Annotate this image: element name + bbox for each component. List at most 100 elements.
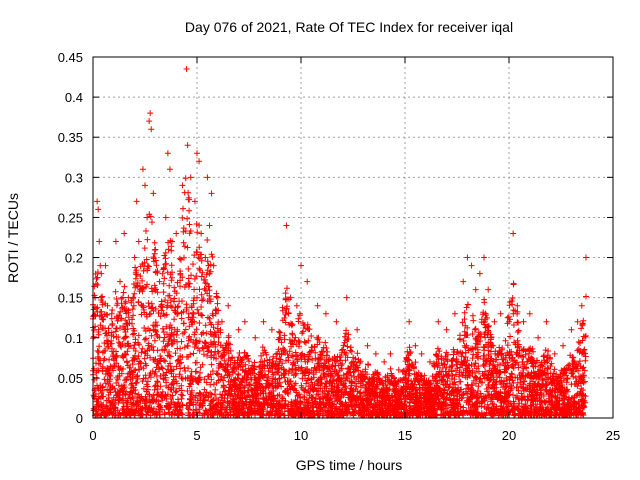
data-point [506, 318, 512, 325]
data-point [551, 350, 558, 357]
chart-title: Day 076 of 2021, Rate Of TEC Index for r… [185, 19, 513, 35]
data-point [204, 174, 211, 181]
data-point [402, 374, 408, 381]
data-point [173, 230, 180, 237]
data-point [139, 166, 146, 173]
data-point [372, 350, 379, 357]
data-point [96, 238, 103, 245]
data-point [514, 302, 521, 309]
data-point [202, 254, 209, 261]
data-point [194, 150, 200, 157]
data-point [177, 270, 184, 277]
data-point [191, 198, 198, 205]
data-point [298, 262, 304, 269]
data-point [214, 294, 221, 301]
data-point [578, 302, 585, 309]
y-tick-label: 0.3 [65, 170, 83, 185]
data-point [166, 166, 173, 173]
data-point [198, 230, 205, 237]
data-point [426, 358, 433, 365]
data-point [287, 294, 294, 301]
data-point [183, 66, 190, 73]
y-tick-label: 0.05 [58, 371, 83, 386]
plot-frame [92, 56, 614, 419]
data-point [260, 318, 267, 325]
data-point [354, 326, 361, 333]
data-point [535, 334, 542, 341]
data-point [293, 302, 300, 309]
data-point [343, 294, 350, 301]
data-point [476, 270, 483, 277]
data-point [468, 262, 475, 269]
data-point [125, 294, 132, 301]
y-tick-label: 0.4 [65, 90, 83, 105]
data-point [117, 278, 124, 285]
data-point [314, 302, 321, 309]
x-tick-label: 25 [606, 428, 620, 443]
data-point [574, 318, 581, 325]
data-point [102, 262, 109, 269]
data-point [146, 118, 153, 125]
y-tick-labels: 0 0.05 0.1 0.15 0.2 0.25 0.3 0.35 0.4 0.45 [58, 50, 83, 426]
y-tick-label: 0.35 [58, 130, 83, 145]
x-tick-label: 10 [294, 428, 308, 443]
dense-data-band [90, 175, 589, 419]
data-point [241, 318, 248, 325]
data-point [179, 182, 186, 189]
x-tick-label: 15 [398, 428, 412, 443]
x-tick-label: 20 [502, 428, 516, 443]
y-tick-label: 0.25 [58, 210, 83, 225]
data-point [418, 350, 425, 357]
data-point [137, 286, 144, 293]
data-point [121, 230, 128, 237]
data-points [92, 66, 589, 381]
data-point [387, 350, 394, 357]
y-axis-title: ROTI / TECUs [5, 193, 21, 283]
data-point [112, 238, 119, 245]
data-point [162, 214, 169, 221]
data-point [491, 318, 498, 325]
data-point [510, 230, 517, 237]
data-point [235, 326, 242, 333]
data-point [268, 326, 275, 333]
data-point [435, 318, 442, 325]
data-point [97, 262, 104, 269]
y-tick-label: 0 [76, 411, 83, 426]
data-point [451, 310, 458, 317]
data-point [333, 318, 340, 325]
y-tick-label: 0.1 [65, 331, 83, 346]
x-tick-labels: 0 5 10 15 20 25 [89, 428, 620, 443]
data-point [206, 222, 213, 229]
x-axis-title: GPS time / hours [296, 457, 403, 473]
data-point [156, 278, 163, 285]
data-point [150, 190, 157, 197]
data-point [98, 270, 105, 277]
y-tick-label: 0.45 [58, 50, 83, 65]
data-point [108, 310, 115, 317]
data-point [131, 254, 138, 261]
data-point [381, 358, 388, 365]
data-point [395, 366, 402, 373]
data-point [526, 310, 533, 317]
data-point [464, 254, 471, 261]
data-point [406, 318, 413, 325]
data-point [148, 126, 155, 133]
data-point [133, 198, 140, 205]
data-point [412, 342, 419, 349]
data-point [208, 190, 215, 197]
data-point [152, 246, 159, 253]
data-point [144, 214, 151, 221]
data-point [485, 286, 492, 293]
data-point [497, 310, 504, 317]
data-point [184, 142, 191, 149]
x-tick-label: 5 [193, 428, 200, 443]
data-point [568, 326, 575, 333]
data-point [196, 158, 203, 165]
axis-ticks [92, 56, 614, 419]
data-point [142, 182, 148, 189]
data-point [304, 278, 311, 285]
data-point [520, 318, 527, 325]
data-point [443, 326, 450, 333]
